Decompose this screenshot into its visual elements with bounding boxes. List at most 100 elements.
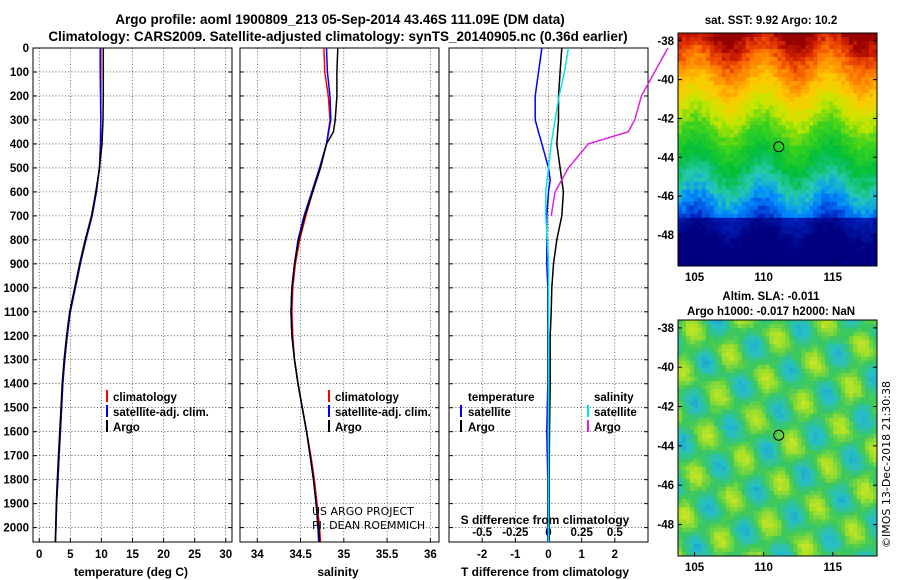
map-cell bbox=[813, 417, 818, 423]
map-cell bbox=[861, 381, 866, 386]
series-line-temperature-argo bbox=[548, 47, 565, 542]
map-cell bbox=[701, 89, 707, 94]
map-cell bbox=[685, 73, 691, 78]
map-cell bbox=[833, 201, 838, 207]
map-cell bbox=[821, 245, 826, 251]
map-cell bbox=[777, 364, 782, 370]
map-cell bbox=[769, 65, 774, 70]
map-cell bbox=[809, 413, 814, 419]
map-cell bbox=[721, 433, 727, 439]
map-cell bbox=[709, 458, 715, 463]
map-cell bbox=[825, 81, 830, 86]
map-cell bbox=[749, 121, 755, 126]
map-cell bbox=[773, 217, 778, 223]
map-cell bbox=[697, 61, 703, 66]
map-cell bbox=[709, 425, 715, 431]
map-cell bbox=[833, 169, 838, 175]
map-cell bbox=[777, 389, 782, 394]
map-cell bbox=[793, 109, 798, 114]
map-cell bbox=[793, 245, 798, 251]
map-cell bbox=[849, 328, 854, 333]
map-cell bbox=[757, 446, 762, 451]
map-cell bbox=[821, 376, 826, 382]
map-cell bbox=[678, 205, 683, 211]
map-cell bbox=[725, 397, 731, 402]
map-cell bbox=[773, 417, 778, 423]
map-cell bbox=[713, 348, 719, 353]
map-cell bbox=[717, 257, 723, 263]
salinity-plot-frame bbox=[239, 47, 440, 543]
map-cell bbox=[865, 209, 870, 215]
map-cell bbox=[697, 201, 703, 207]
map-cell bbox=[825, 324, 830, 329]
map-cell bbox=[813, 97, 818, 102]
map-cell bbox=[713, 458, 719, 463]
map-cell bbox=[809, 209, 814, 215]
map-cell bbox=[797, 185, 802, 191]
map-cell bbox=[753, 101, 758, 106]
map-cell bbox=[873, 385, 878, 390]
map-cell bbox=[745, 81, 751, 86]
map-cell bbox=[745, 221, 751, 227]
map-cell bbox=[681, 105, 687, 110]
map-cell bbox=[757, 217, 762, 223]
map-cell bbox=[785, 324, 790, 329]
map-cell bbox=[809, 205, 814, 211]
map-cell bbox=[741, 401, 747, 406]
map-cell bbox=[785, 429, 790, 435]
map-cell bbox=[801, 61, 806, 66]
map-cell bbox=[805, 49, 810, 54]
map-cell bbox=[721, 336, 727, 341]
map-cell bbox=[793, 249, 798, 255]
map-cell bbox=[753, 237, 758, 243]
map-cell bbox=[733, 413, 739, 419]
map-cell bbox=[781, 53, 786, 58]
map-cell bbox=[737, 425, 743, 431]
map-cell bbox=[777, 177, 782, 183]
map-cell bbox=[733, 376, 739, 382]
map-cell bbox=[773, 109, 778, 114]
map-cell bbox=[809, 61, 814, 66]
map-cell bbox=[733, 324, 739, 329]
map-cell bbox=[785, 348, 790, 353]
map-cell bbox=[678, 189, 683, 195]
map-cell bbox=[737, 153, 743, 158]
map-cell bbox=[741, 37, 747, 42]
map-cell bbox=[713, 93, 719, 98]
map-cell bbox=[745, 328, 751, 333]
map-cell bbox=[809, 113, 814, 118]
map-cell bbox=[849, 221, 854, 227]
map-cell bbox=[753, 89, 758, 94]
map-cell bbox=[745, 57, 751, 62]
map-cell bbox=[729, 73, 735, 78]
map-cell bbox=[785, 364, 790, 370]
map-cell bbox=[773, 193, 778, 199]
map-cell bbox=[678, 69, 683, 74]
depth-tick-label: 1400 bbox=[3, 379, 29, 391]
map-cell bbox=[841, 149, 846, 154]
map-cell bbox=[733, 69, 739, 74]
map-cell bbox=[721, 372, 727, 378]
map-cell bbox=[837, 458, 842, 463]
map-cell bbox=[873, 177, 878, 183]
map-cell bbox=[678, 53, 683, 58]
map-cell bbox=[841, 344, 846, 349]
map-cell bbox=[737, 37, 743, 42]
map-cell bbox=[781, 185, 786, 191]
map-cell bbox=[773, 185, 778, 191]
map-cell bbox=[825, 57, 830, 62]
map-cell bbox=[697, 149, 703, 154]
map-cell bbox=[733, 89, 739, 94]
map-cell bbox=[833, 336, 838, 341]
map-cell bbox=[713, 360, 719, 366]
map-cell bbox=[721, 429, 727, 435]
map-cell bbox=[817, 57, 822, 62]
map-cell bbox=[841, 121, 846, 126]
map-cell bbox=[709, 145, 715, 150]
map-cell bbox=[761, 336, 766, 341]
map-cell bbox=[741, 381, 747, 386]
map-cell bbox=[845, 381, 850, 386]
map-cell bbox=[829, 149, 834, 154]
map-cell bbox=[729, 257, 735, 263]
map-cell bbox=[681, 253, 687, 259]
